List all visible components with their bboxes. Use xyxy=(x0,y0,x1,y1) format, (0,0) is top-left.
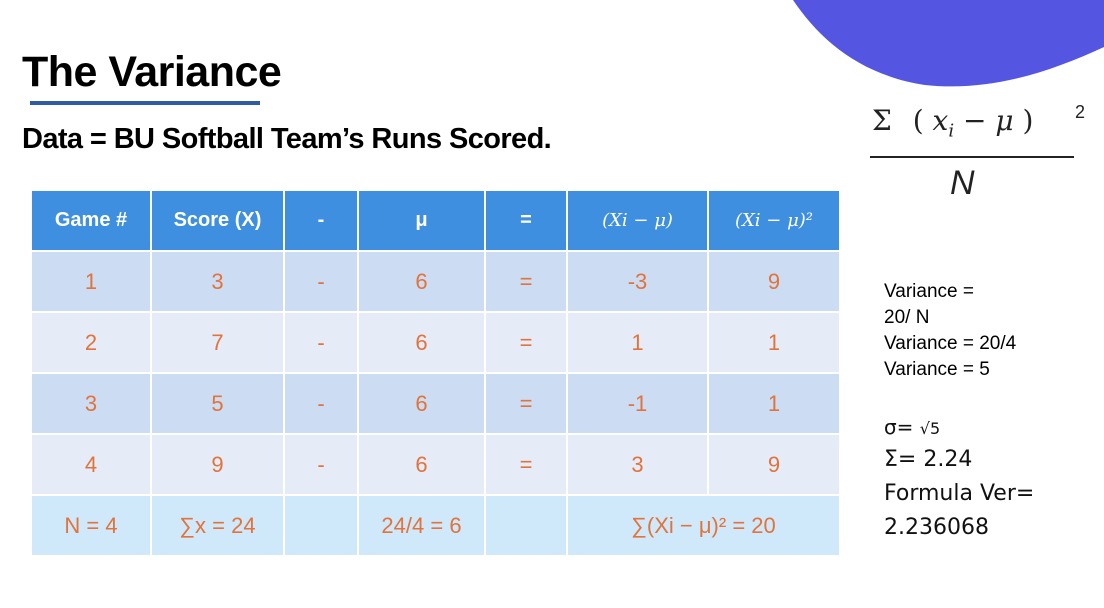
formula-exponent: 2 xyxy=(1075,102,1086,122)
table-row: 1 3 - 6 = -3 9 xyxy=(30,250,841,313)
table-cell: 3 xyxy=(566,433,709,496)
table-cell: 9 xyxy=(150,433,285,496)
table-cell: - xyxy=(283,250,359,313)
table-footer-row: N = 4 ∑x = 24 24/4 = 6 ∑(Xi − μ)² = 20 xyxy=(30,494,841,557)
table-cell: 7 xyxy=(150,311,285,374)
sigma-line: Σ= 2.24 xyxy=(884,447,973,472)
table-row: 4 9 - 6 = 3 9 xyxy=(30,433,841,496)
calc-line: 20/ N xyxy=(884,307,930,328)
formula-fraction-bar xyxy=(870,156,1074,158)
formula-denominator: N xyxy=(950,164,975,202)
sigma-prefix: σ= xyxy=(884,415,920,439)
table-cell: 4 xyxy=(30,433,152,496)
table-cell: = xyxy=(484,372,568,435)
table-cell: 9 xyxy=(707,433,841,496)
sigma-line: σ= √5 xyxy=(884,413,1034,443)
sigma-line: Formula Ver= xyxy=(884,481,1035,506)
header-score: Score (X) xyxy=(150,189,285,252)
calc-line: Variance = 5 xyxy=(884,359,990,380)
sigma-line: 2.236068 xyxy=(884,515,989,540)
variance-table: Game # Score (X) - μ = (Xi − μ) (Xi − μ)… xyxy=(30,189,841,557)
table-cell: 1 xyxy=(566,311,709,374)
table-cell: 1 xyxy=(707,311,841,374)
std-dev-calculation: σ= √5 Σ= 2.24 Formula Ver= 2.236068 xyxy=(884,413,1034,545)
calc-line: Variance = xyxy=(884,281,974,302)
table-cell: - xyxy=(283,433,359,496)
page-title: The Variance xyxy=(22,48,282,96)
footer-mean: 24/4 = 6 xyxy=(357,494,486,557)
footer-empty xyxy=(484,494,568,557)
sqrt-five: √5 xyxy=(919,419,941,438)
formula-subscript-i: i xyxy=(948,120,955,142)
table-cell: 6 xyxy=(357,372,486,435)
table-cell: 1 xyxy=(30,250,152,313)
table-row: 3 5 - 6 = -1 1 xyxy=(30,372,841,435)
header-deviation: (Xi − μ) xyxy=(566,189,709,252)
table-cell: 2 xyxy=(30,311,152,374)
header-mu: μ xyxy=(357,189,486,252)
footer-sum-squares: ∑(Xi − μ)² = 20 xyxy=(566,494,841,557)
table-cell: 6 xyxy=(357,433,486,496)
table-cell: 3 xyxy=(30,372,152,435)
table-cell: 1 xyxy=(707,372,841,435)
table-cell: 5 xyxy=(150,372,285,435)
title-underline xyxy=(30,101,260,105)
footer-sum-x: ∑x = 24 xyxy=(150,494,285,557)
formula-close-paren: ) xyxy=(1022,104,1034,137)
table-cell: = xyxy=(484,433,568,496)
calc-line: Variance = 20/4 xyxy=(884,333,1017,354)
page-subtitle: Data = BU Softball Team’s Runs Scored. xyxy=(22,123,552,155)
formula-open-paren: ( xyxy=(912,104,924,137)
footer-empty xyxy=(283,494,359,557)
table-cell: - xyxy=(283,311,359,374)
formula-minus: − xyxy=(963,104,987,137)
table-header-row: Game # Score (X) - μ = (Xi − μ) (Xi − μ)… xyxy=(30,189,841,252)
table-cell: 3 xyxy=(150,250,285,313)
table-cell: 6 xyxy=(357,250,486,313)
table-cell: - xyxy=(283,372,359,435)
table-cell: = xyxy=(484,311,568,374)
table-cell: -1 xyxy=(566,372,709,435)
table-cell: 9 xyxy=(707,250,841,313)
variance-formula: Σ ( xi − μ ) 2 N xyxy=(860,96,1085,206)
header-minus: - xyxy=(283,189,359,252)
formula-sigma: Σ xyxy=(872,104,892,137)
header-equals: = xyxy=(484,189,568,252)
table-cell: = xyxy=(484,250,568,313)
table-cell: -3 xyxy=(566,250,709,313)
table-row: 2 7 - 6 = 1 1 xyxy=(30,311,841,374)
header-deviation-squared: (Xi − μ)² xyxy=(707,189,841,252)
footer-n: N = 4 xyxy=(30,494,152,557)
variance-calculation: Variance = 20/ N Variance = 20/4 Varianc… xyxy=(884,279,1016,383)
formula-numerator: Σ ( xi − μ ) xyxy=(872,104,1033,142)
formula-x: x xyxy=(932,104,949,137)
formula-mu: μ xyxy=(995,104,1014,137)
table-cell: 6 xyxy=(357,311,486,374)
header-game: Game # xyxy=(30,189,152,252)
